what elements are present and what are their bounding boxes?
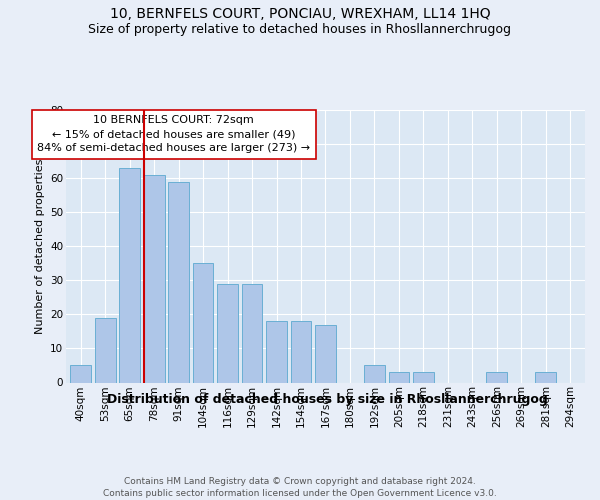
Bar (193, 264, 214, 382)
Text: Size of property relative to detached houses in Rhosllannerchrugog: Size of property relative to detached ho… (89, 22, 511, 36)
Bar (144, 174, 164, 382)
Bar (95, 318, 116, 382)
Bar (168, 182, 189, 382)
Bar (70, 366, 91, 382)
Bar (290, 321, 311, 382)
Bar (535, 372, 556, 382)
Bar (364, 366, 385, 382)
Text: Contains HM Land Registry data © Crown copyright and database right 2024.
Contai: Contains HM Land Registry data © Crown c… (103, 476, 497, 498)
Y-axis label: Number of detached properties: Number of detached properties (35, 158, 44, 334)
Bar (413, 372, 434, 382)
Bar (217, 284, 238, 382)
Text: 10, BERNFELS COURT, PONCIAU, WREXHAM, LL14 1HQ: 10, BERNFELS COURT, PONCIAU, WREXHAM, LL… (110, 8, 490, 22)
Bar (242, 284, 262, 382)
Bar (315, 324, 336, 382)
Bar (266, 321, 287, 382)
Bar (389, 372, 409, 382)
Text: 10 BERNFELS COURT: 72sqm
← 15% of detached houses are smaller (49)
84% of semi-d: 10 BERNFELS COURT: 72sqm ← 15% of detach… (37, 115, 310, 153)
Bar (487, 372, 507, 382)
Bar (119, 168, 140, 382)
Text: Distribution of detached houses by size in Rhosllannerchrugog: Distribution of detached houses by size … (107, 392, 547, 406)
